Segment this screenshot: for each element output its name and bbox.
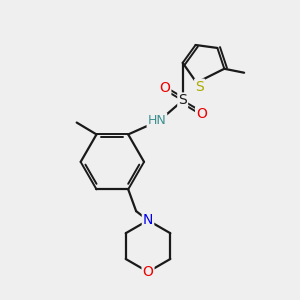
- Text: S: S: [195, 80, 204, 94]
- Text: N: N: [143, 213, 153, 227]
- Text: O: O: [196, 107, 207, 121]
- Text: S: S: [178, 94, 187, 107]
- Text: O: O: [159, 81, 170, 94]
- Text: O: O: [142, 265, 154, 279]
- Text: HN: HN: [148, 114, 166, 127]
